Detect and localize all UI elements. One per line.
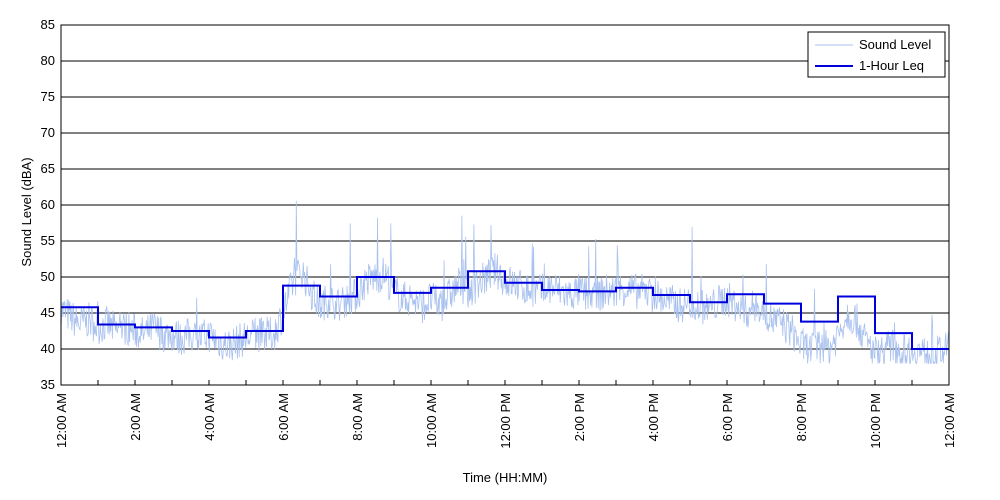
x-tick-label: 10:00 AM [424,393,439,448]
y-tick-label: 65 [41,161,55,176]
x-tick-label: 10:00 PM [868,393,883,449]
x-ticks: 12:00 AM 2:00 AM 4:00 AM 6:00 AM 8:00 AM 10:0… [54,380,957,449]
y-tick-label: 35 [41,377,55,392]
y-tick-label: 75 [41,89,55,104]
y-tick-label: 60 [41,197,55,212]
y-tick-label: 85 [41,17,55,32]
x-tick-label: 6:00 PM [720,393,735,441]
legend: Sound Level 1-Hour Leq [807,31,946,78]
y-tick-label: 70 [41,125,55,140]
plot-area-frame [60,24,950,386]
y-tick-labels: 35 40 45 50 55 60 65 70 75 80 85 [41,17,55,392]
y-axis-label: Sound Level (dBA) [19,157,34,266]
series-layer [60,200,950,365]
x-tick-label: 8:00 AM [350,393,365,441]
x-tick-label: 12:00 PM [498,393,513,449]
x-tick-label: 12:00 AM [942,393,957,448]
x-tick-label: 12:00 AM [54,393,69,448]
series-line-sound-level [60,200,950,365]
legend-label-sound-level: Sound Level [859,37,931,52]
y-tick-label: 50 [41,269,55,284]
legend-box [807,31,946,78]
y-tick-label: 40 [41,341,55,356]
x-tick-label: 8:00 PM [794,393,809,441]
x-axis-label: Time (HH:MM) [463,470,548,485]
x-tick-label: 2:00 PM [572,393,587,441]
y-tick-label: 55 [41,233,55,248]
x-tick-label: 6:00 AM [276,393,291,441]
y-tick-label: 45 [41,305,55,320]
legend-label-leq: 1-Hour Leq [859,58,924,73]
series-line-leq [61,270,949,350]
x-tick-label: 2:00 AM [128,393,143,441]
y-tick-label: 80 [41,53,55,68]
x-tick-label: 4:00 PM [646,393,661,441]
x-tick-label: 4:00 AM [202,393,217,441]
